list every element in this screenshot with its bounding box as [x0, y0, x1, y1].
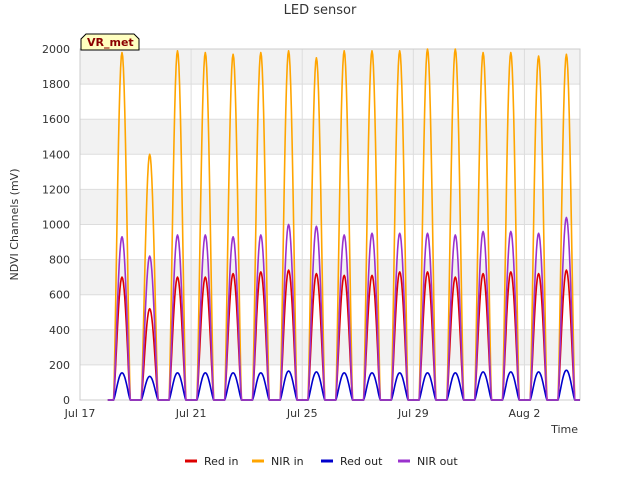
x-tick-label: Jul 25 — [286, 407, 318, 420]
legend-label: Red out — [340, 455, 383, 468]
chart-title: LED sensor — [284, 3, 357, 18]
y-tick-label: 200 — [49, 359, 70, 372]
background-band — [80, 189, 580, 225]
annotation-tag: VR_met — [80, 33, 140, 51]
background-band — [80, 119, 580, 155]
x-tick-label: Jul 17 — [64, 407, 96, 420]
y-axis-ticks: 0 200 400 600 800 1000 1200 1400 1600 1800 2000 — [42, 43, 70, 407]
series-lines — [107, 48, 580, 401]
plot-background-bands — [80, 49, 580, 365]
y-tick-label: 1200 — [42, 183, 70, 196]
background-band — [80, 259, 580, 295]
x-tick-label: Jul 21 — [175, 407, 207, 420]
annotation-label: VR_met — [87, 36, 134, 49]
background-band — [80, 49, 580, 85]
series-line-nir-in — [107, 48, 580, 401]
legend: Red in NIR in Red out NIR out — [185, 455, 458, 468]
y-tick-label: 800 — [49, 254, 70, 267]
x-tick-label: Jul 29 — [397, 407, 429, 420]
y-axis-label: NDVI Channels (mV) — [8, 169, 21, 281]
legend-label: NIR in — [271, 455, 304, 468]
y-tick-label: 1400 — [42, 148, 70, 161]
y-tick-label: 1800 — [42, 78, 70, 91]
y-tick-label: 1600 — [42, 113, 70, 126]
x-tick-label: Aug 2 — [508, 407, 540, 420]
y-tick-label: 0 — [63, 394, 70, 407]
legend-label: NIR out — [417, 455, 458, 468]
background-band — [80, 329, 580, 365]
y-tick-label: 600 — [49, 289, 70, 302]
series-line-red-in — [107, 269, 580, 401]
x-axis-label: Time — [550, 423, 578, 436]
series-line-nir-out — [107, 216, 580, 401]
y-tick-label: 2000 — [42, 43, 70, 56]
series-line-red-out — [107, 369, 580, 401]
x-axis-ticks: Jul 17 Jul 21 Jul 25 Jul 29 Aug 2 — [64, 407, 541, 420]
y-tick-label: 1000 — [42, 219, 70, 232]
y-tick-label: 400 — [49, 324, 70, 337]
legend-label: Red in — [204, 455, 238, 468]
